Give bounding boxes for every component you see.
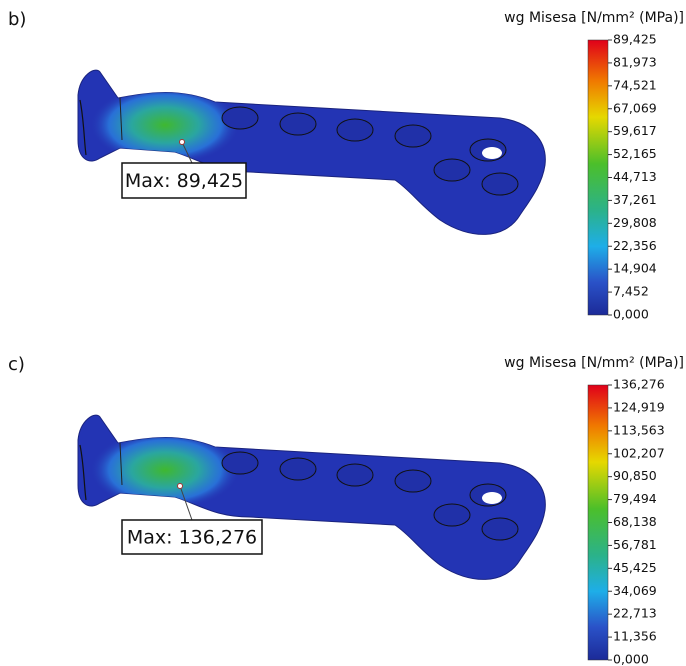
legend-tick-label: 22,356 xyxy=(613,238,657,253)
legend-tick-label: 113,563 xyxy=(613,422,665,437)
colorbar xyxy=(588,40,608,315)
legend-tick-label: 59,617 xyxy=(613,123,657,138)
max-label: Max: 136,276 xyxy=(127,527,257,549)
legend-tick-label: 89,425 xyxy=(613,32,657,47)
legend-tick-label: 68,138 xyxy=(613,514,657,529)
model-render xyxy=(78,415,545,579)
legend-tick-label: 56,781 xyxy=(613,537,657,552)
legend-tick-label: 74,521 xyxy=(613,77,657,92)
legend-tick-label: 0,000 xyxy=(613,307,649,322)
legend-tick-label: 14,904 xyxy=(613,261,657,276)
legend-tick-label: 102,207 xyxy=(613,445,665,460)
legend-title: wg Misesa [N/mm² (MPa)] xyxy=(504,355,684,371)
legend-tick-label: 45,425 xyxy=(613,560,657,575)
legend-tick-label: 90,850 xyxy=(613,468,657,483)
legend-tick-label: 67,069 xyxy=(613,100,657,115)
model-render xyxy=(78,70,545,234)
panel-label: c) xyxy=(8,354,25,375)
legend-tick-label: 52,165 xyxy=(613,146,657,161)
legend-tick-label: 0,000 xyxy=(613,652,649,666)
max-point xyxy=(178,484,183,489)
legend-tick-label: 37,261 xyxy=(613,192,657,207)
legend-tick-label: 29,808 xyxy=(613,215,657,230)
legend-tick-label: 79,494 xyxy=(613,491,657,506)
legend-title: wg Misesa [N/mm² (MPa)] xyxy=(504,10,684,26)
legend-tick-label: 7,452 xyxy=(613,284,649,299)
legend-tick-label: 34,069 xyxy=(613,583,657,598)
legend-tick-label: 11,356 xyxy=(613,629,657,644)
max-point xyxy=(180,140,185,145)
legend-tick-label: 22,713 xyxy=(613,606,657,621)
legend-tick-label: 124,919 xyxy=(613,399,665,414)
legend-tick-label: 136,276 xyxy=(613,377,665,392)
legend-tick-label: 81,973 xyxy=(613,54,657,69)
panel-label: b) xyxy=(8,9,26,30)
colorbar xyxy=(588,385,608,660)
legend-tick-label: 44,713 xyxy=(613,169,657,184)
figure: b) wg Misesa [N/mm² (MPa)] 89,425 81,973 74,… xyxy=(0,0,686,666)
max-label: Max: 89,425 xyxy=(125,170,243,192)
